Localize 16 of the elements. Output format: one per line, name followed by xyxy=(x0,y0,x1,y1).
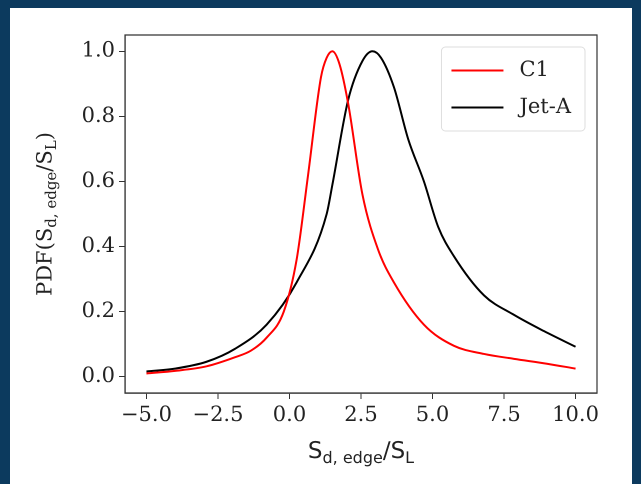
x-tick-label: 2.5 xyxy=(344,402,378,426)
x-tick-label: 7.5 xyxy=(487,402,521,426)
y-tick-label: 0.8 xyxy=(82,102,115,127)
legend-label: C1 xyxy=(519,56,549,81)
x-tick-label: −2.5 xyxy=(192,402,244,426)
y-axis-title: PDF(Sd, edge/SL) xyxy=(32,132,60,296)
x-tick-label: 5.0 xyxy=(416,402,450,426)
x-tick-label: −5.0 xyxy=(120,402,172,426)
y-tick-label: 1.0 xyxy=(82,38,115,62)
x-tick-label: 0.0 xyxy=(272,402,306,426)
x-tick-label: 10.0 xyxy=(552,402,599,426)
y-tick-label: 0.0 xyxy=(82,363,115,388)
legend-label: Jet-A xyxy=(517,94,572,118)
y-tick-label: 0.6 xyxy=(82,168,115,192)
y-tick-label: 0.2 xyxy=(82,298,115,322)
y-tick-label: 0.4 xyxy=(82,233,115,257)
